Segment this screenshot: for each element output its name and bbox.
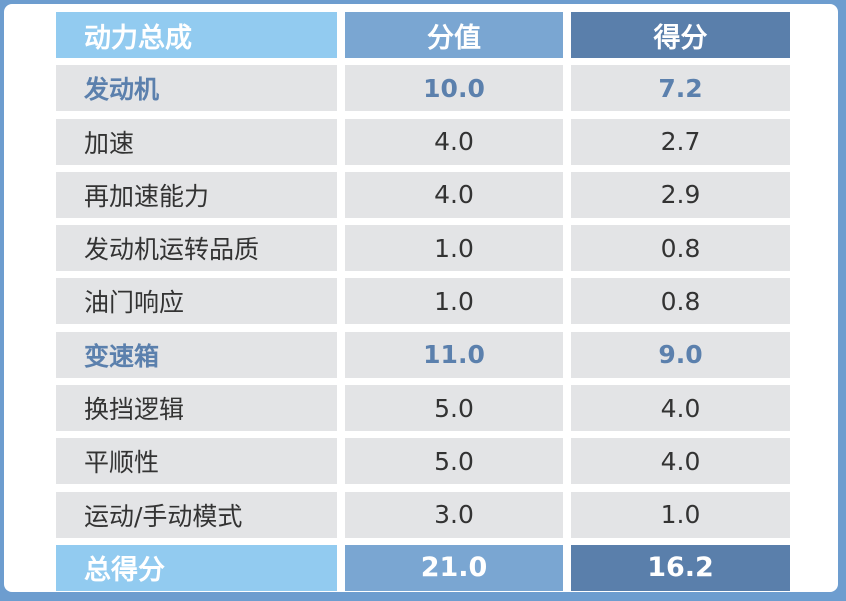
item-score: 4.0 [571,438,790,485]
score-table: 动力总成 分值 得分 发动机 10.0 7.2 加速 4.0 2.7 再加速能力 4.0 2.9… [56,12,790,591]
item-name: 再加速能力 [56,171,337,218]
item-value: 3.0 [345,491,563,538]
item-value: 11.0 [345,331,563,378]
item-name: 发动机 [56,65,337,112]
item-value: 5.0 [345,385,563,432]
item-score: 2.9 [571,171,790,218]
item-score: 0.8 [571,225,790,272]
item-score: 1.0 [571,491,790,538]
item-name: 变速箱 [56,331,337,378]
item-name: 加速 [56,118,337,165]
item-score: 9.0 [571,331,790,378]
total-label: 总得分 [56,544,337,591]
item-value: 10.0 [345,65,563,112]
item-name: 平顺性 [56,438,337,485]
item-name: 发动机运转品质 [56,225,337,272]
item-name: 换挡逻辑 [56,385,337,432]
header-score: 得分 [571,12,790,58]
item-score: 4.0 [571,385,790,432]
item-score: 0.8 [571,278,790,325]
item-value: 1.0 [345,225,563,272]
item-score: 7.2 [571,65,790,112]
header-value: 分值 [345,12,563,58]
item-value: 5.0 [345,438,563,485]
item-value: 4.0 [345,171,563,218]
total-value: 21.0 [345,544,563,591]
header-item: 动力总成 [56,12,337,58]
item-name: 油门响应 [56,278,337,325]
item-score: 2.7 [571,118,790,165]
item-value: 1.0 [345,278,563,325]
table-frame: 动力总成 分值 得分 发动机 10.0 7.2 加速 4.0 2.7 再加速能力 4.0 2.9… [4,4,838,592]
item-name: 运动/手动模式 [56,491,337,538]
total-score: 16.2 [571,544,790,591]
item-value: 4.0 [345,118,563,165]
